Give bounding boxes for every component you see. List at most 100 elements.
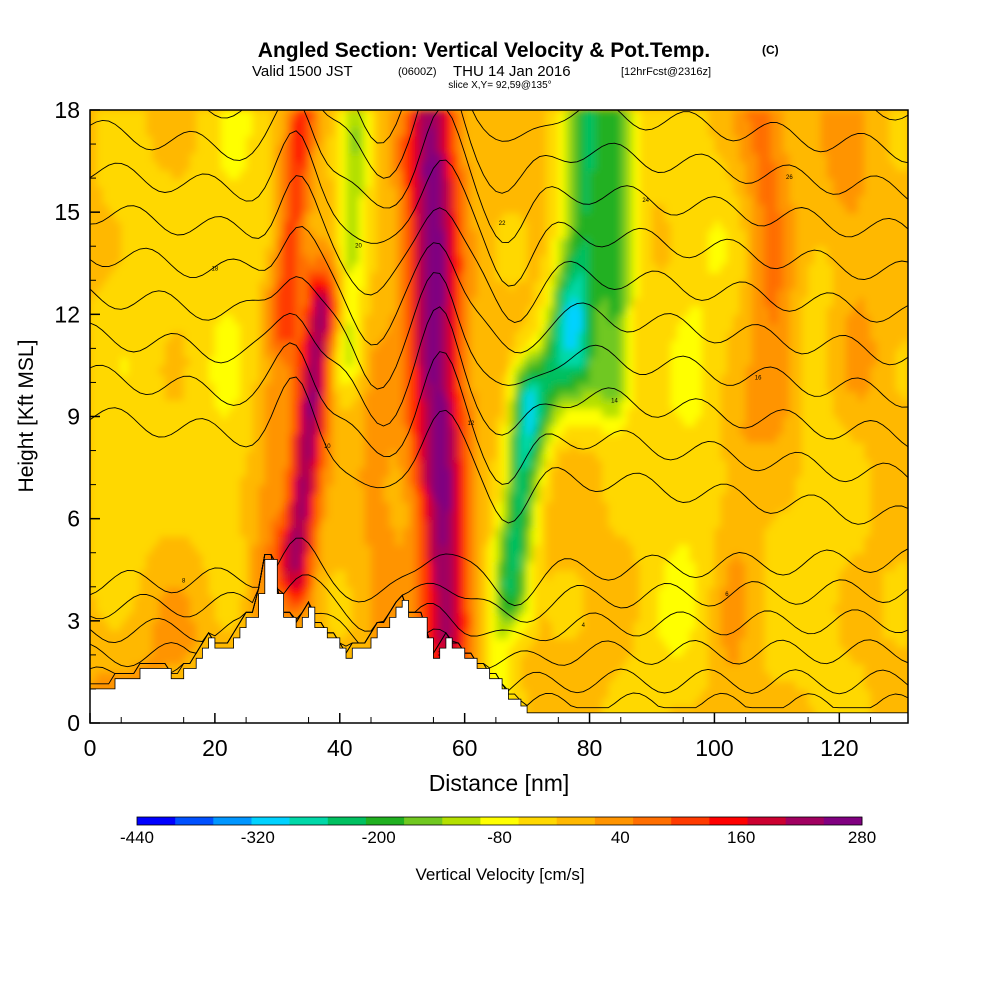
field-cell	[302, 595, 310, 605]
field-cell	[433, 110, 441, 120]
field-cell	[445, 459, 454, 469]
field-cell	[389, 450, 397, 461]
field-cell	[477, 348, 485, 358]
field-cell	[208, 442, 216, 452]
field-cell	[202, 459, 210, 469]
field-cell	[177, 118, 185, 128]
field-cell	[371, 356, 379, 367]
field-cell	[452, 578, 460, 588]
field-cell	[96, 305, 104, 316]
field-cell	[239, 373, 248, 384]
field-cell	[164, 178, 173, 188]
field-cell	[308, 356, 316, 367]
field-cell	[96, 484, 104, 495]
field-cell	[96, 603, 104, 614]
field-cell	[90, 110, 98, 120]
field-cell	[483, 254, 491, 265]
field-cell	[514, 339, 522, 350]
field-cell	[383, 416, 391, 426]
field-cell	[339, 544, 347, 554]
field-cell	[140, 237, 148, 248]
field-cell	[96, 288, 104, 299]
field-cell	[264, 246, 272, 256]
field-cell	[164, 365, 173, 375]
field-cell	[202, 510, 210, 520]
field-cell	[508, 263, 516, 273]
field-cell	[508, 356, 516, 367]
field-cell	[352, 552, 360, 563]
valid-line: Valid 1500 JST (0600Z) THU 14 Jan 2016 […	[252, 63, 711, 80]
field-cell	[152, 203, 160, 214]
field-cell	[364, 322, 372, 333]
field-cell	[90, 425, 98, 435]
field-cell	[196, 450, 204, 461]
field-cell	[158, 118, 166, 128]
field-cell	[196, 186, 204, 197]
field-cell	[477, 527, 485, 537]
field-cell	[427, 212, 435, 222]
field-cell	[189, 518, 198, 529]
field-cell	[102, 561, 110, 571]
field-cell	[96, 271, 104, 282]
field-cell	[246, 322, 254, 333]
field-cell	[189, 135, 198, 145]
field-cell	[346, 118, 354, 128]
field-cell	[514, 127, 522, 137]
field-cell	[277, 135, 285, 145]
field-cell	[246, 237, 254, 248]
field-cell	[321, 535, 329, 546]
field-cell	[433, 263, 441, 273]
field-cell	[115, 186, 123, 197]
field-cell	[252, 578, 260, 588]
field-cell	[233, 271, 241, 282]
field-cell	[502, 144, 510, 154]
field-cell	[214, 518, 223, 529]
field-cell	[427, 476, 435, 486]
field-cell	[308, 459, 316, 469]
field-cell	[445, 331, 454, 341]
field-cell	[383, 493, 391, 503]
field-cell	[358, 203, 366, 214]
field-cell	[377, 161, 385, 171]
field-cell	[396, 212, 404, 222]
field-cell	[502, 118, 510, 128]
field-cell	[252, 399, 260, 409]
field-cell	[202, 408, 210, 418]
field-cell	[514, 484, 522, 495]
field-cell	[183, 620, 191, 631]
field-cell	[495, 450, 504, 461]
field-cell	[177, 135, 185, 145]
field-cell	[483, 544, 491, 554]
field-cell	[308, 501, 316, 512]
field-cell	[327, 288, 335, 299]
field-cell	[277, 280, 285, 290]
field-cell	[277, 467, 285, 478]
field-cell	[371, 484, 379, 495]
field-cell	[196, 646, 204, 656]
field-cell	[352, 544, 360, 554]
field-cell	[408, 450, 416, 461]
field-cell	[233, 322, 241, 333]
field-cell	[508, 663, 516, 673]
field-cell	[339, 288, 347, 299]
field-cell	[164, 450, 173, 461]
field-cell	[177, 195, 185, 205]
field-cell	[377, 135, 385, 145]
field-cell	[208, 220, 216, 231]
field-cell	[508, 680, 516, 690]
field-cell	[127, 569, 135, 580]
field-cell	[514, 365, 522, 375]
field-cell	[140, 118, 148, 128]
field-cell	[414, 127, 422, 137]
field-cell	[271, 178, 279, 188]
field-cell	[346, 280, 354, 290]
field-cell	[439, 135, 447, 145]
field-cell	[133, 535, 141, 546]
field-cell	[502, 561, 510, 571]
field-cell	[152, 237, 160, 248]
field-cell	[483, 646, 491, 656]
field-cell	[402, 484, 410, 495]
field-cell	[183, 169, 191, 180]
field-cell	[90, 288, 98, 299]
field-cell	[433, 322, 441, 333]
